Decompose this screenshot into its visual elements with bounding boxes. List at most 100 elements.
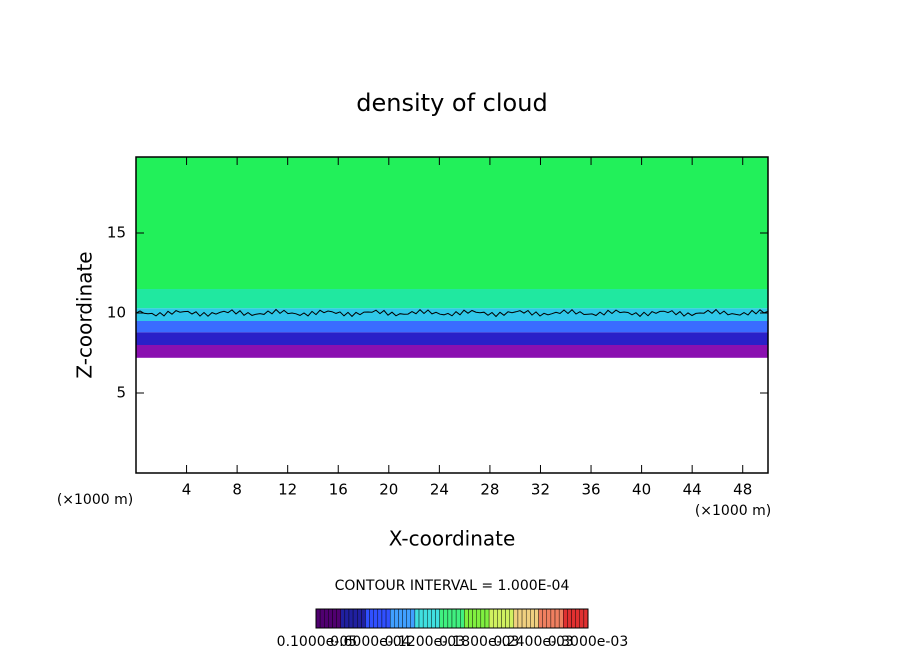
colorbar-swatch	[394, 608, 399, 629]
colorbar-swatch	[575, 608, 580, 629]
colorbar-swatch	[402, 608, 407, 629]
colorbar-swatch	[521, 608, 527, 629]
x-tick-label: 28	[480, 481, 499, 499]
colorbar-swatch	[546, 608, 552, 629]
colorbar-swatch	[451, 608, 457, 629]
y-axis-label: Z-coordinate	[73, 251, 97, 378]
colorbar-swatch	[571, 608, 576, 629]
plot-frame	[135, 156, 769, 474]
colorbar-swatch	[373, 608, 379, 629]
x-tick-label: 4	[182, 481, 192, 499]
colorbar-swatch	[558, 608, 564, 629]
colorbar-swatch	[476, 608, 482, 629]
x-tick-label: 44	[683, 481, 702, 499]
field-layer	[136, 157, 768, 289]
colorbar-swatch	[431, 608, 436, 629]
colorbar-tick-label: 0.2400e-03	[493, 634, 573, 650]
colorbar-swatch	[439, 608, 444, 629]
x-tick-label: 36	[581, 481, 600, 499]
x-tick-label: 24	[430, 481, 449, 499]
colorbar-swatch	[534, 608, 539, 629]
x-unit: (×1000 m)	[57, 492, 133, 508]
x-tick-label: 40	[632, 481, 651, 499]
x-tick-label: 32	[531, 481, 550, 499]
colorbar-swatch	[538, 608, 543, 629]
contour-line	[135, 308, 769, 318]
colorbar-swatch	[427, 608, 432, 629]
colorbar-swatch	[352, 608, 358, 629]
colorbar-tick-label: 0.1200e-03	[385, 634, 465, 650]
field-layer	[136, 332, 768, 345]
colorbar-swatch	[414, 608, 420, 629]
colorbar-swatch	[480, 608, 486, 629]
colorbar-swatch	[398, 608, 403, 629]
colorbar-swatch	[530, 608, 535, 629]
colorbar-swatch	[505, 608, 510, 629]
colorbar-swatch	[443, 608, 449, 629]
colorbar-swatch	[525, 608, 531, 629]
colorbar-swatch	[563, 608, 568, 629]
colorbar-swatch	[348, 608, 354, 629]
colorbar-swatch	[435, 608, 440, 629]
colorbar-swatch	[344, 608, 350, 629]
y-tick-label: 5	[116, 384, 126, 402]
x-axis-label: X-coordinate	[389, 527, 516, 551]
colorbar-swatch	[509, 608, 515, 629]
x-tick-label: 8	[232, 481, 242, 499]
y-tick-label: 10	[107, 304, 126, 322]
colorbar-swatch	[385, 608, 391, 629]
colorbar-tick-label: 0.3000e-03	[548, 634, 628, 650]
contour-interval: CONTOUR INTERVAL = 1.000E-04	[335, 578, 570, 594]
colorbar-swatch	[554, 608, 560, 629]
colorbar-swatch	[493, 608, 498, 629]
colorbar-swatch	[513, 608, 519, 629]
colorbar-swatch	[472, 608, 477, 629]
colorbar-swatch	[447, 608, 453, 629]
colorbar-swatch	[455, 608, 461, 629]
colorbar-swatch	[418, 608, 424, 629]
colorbar-swatch	[369, 608, 374, 629]
colorbar-tick-label: 0.1800e-03	[439, 634, 519, 650]
colorbar-swatch	[361, 608, 366, 629]
colorbar-swatch	[406, 608, 411, 629]
x-unit: (×1000 m)	[695, 503, 771, 519]
colorbar-swatch	[315, 608, 321, 629]
colorbar-swatch	[583, 608, 589, 629]
chart-title: density of cloud	[356, 89, 547, 117]
y-tick-label: 15	[107, 224, 126, 242]
field-layer	[136, 289, 768, 309]
colorbar-swatch	[365, 608, 370, 629]
colorbar-swatch	[517, 608, 523, 629]
field-layer	[136, 308, 768, 321]
x-tick-label: 12	[278, 481, 297, 499]
field-layer	[136, 345, 768, 358]
colorbar-swatch	[332, 608, 337, 629]
colorbar-swatch	[501, 608, 506, 629]
colorbar-swatch	[389, 608, 395, 629]
colorbar-swatch	[542, 608, 547, 629]
x-tick-label: 20	[379, 481, 398, 499]
colorbar-swatch	[328, 608, 333, 629]
colorbar-swatch	[340, 608, 346, 629]
colorbar-swatch	[468, 608, 473, 629]
colorbar-swatch	[422, 608, 428, 629]
colorbar-tick-label: 0.6000e-04	[330, 634, 411, 650]
x-tick-label: 16	[329, 481, 348, 499]
colorbar-swatch	[381, 608, 387, 629]
colorbar-swatch	[488, 608, 494, 629]
colorbar-swatch	[319, 608, 325, 629]
colorbar-tick-label: 0.1000e-05	[277, 634, 357, 650]
field-layer	[136, 321, 768, 333]
colorbar-swatch	[497, 608, 502, 629]
x-tick-label: 48	[733, 481, 752, 499]
colorbar-swatch	[460, 608, 465, 629]
colorbar-swatch	[579, 608, 585, 629]
colorbar-swatch	[324, 608, 329, 629]
colorbar-frame	[315, 608, 589, 629]
colorbar-swatch	[357, 608, 362, 629]
colorbar-swatch	[377, 608, 383, 629]
colorbar-swatch	[336, 608, 341, 629]
colorbar-swatch	[484, 608, 490, 629]
colorbar-swatch	[550, 608, 556, 629]
